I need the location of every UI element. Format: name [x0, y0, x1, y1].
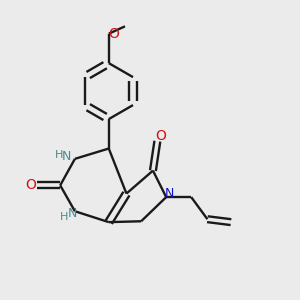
Text: N: N: [67, 207, 77, 220]
Text: N: N: [62, 150, 71, 163]
Text: H: H: [55, 150, 63, 160]
Text: O: O: [109, 27, 119, 41]
Text: O: O: [155, 129, 166, 143]
Text: H: H: [59, 212, 68, 221]
Text: O: O: [25, 178, 36, 192]
Text: N: N: [164, 187, 174, 200]
